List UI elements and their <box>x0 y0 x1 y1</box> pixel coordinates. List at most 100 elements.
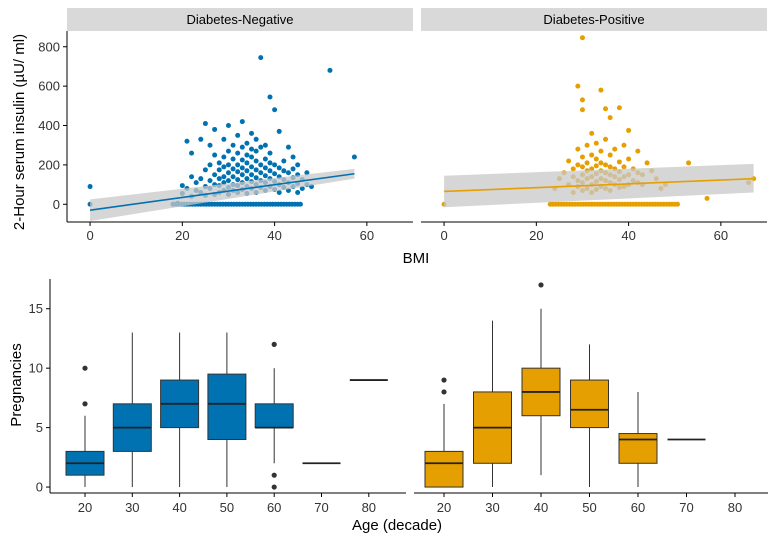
scatter-point <box>216 176 222 182</box>
scatter-point <box>225 162 231 168</box>
scatter-point <box>221 164 227 170</box>
box-iqr <box>254 403 294 429</box>
scatter-point <box>239 144 245 150</box>
top-facet-positive: Diabetes-Positive 0 20 40 60 <box>421 8 767 243</box>
scatter-point <box>299 186 305 192</box>
scatter-point <box>87 184 93 190</box>
fit-line <box>444 177 754 193</box>
top-y-axis: 0 200 400 600 800 <box>38 31 68 222</box>
scatter-point <box>584 142 590 148</box>
scatter-point <box>249 146 255 152</box>
scatter-point <box>290 154 296 160</box>
scatter-point <box>253 148 259 154</box>
scatter-point <box>272 107 278 113</box>
box-outlier <box>82 401 88 407</box>
bottom-x-tick-label: 50 <box>220 500 234 515</box>
scatter-point <box>249 154 255 160</box>
scatter-point <box>675 201 681 207</box>
scatter-point <box>189 150 195 156</box>
scatter-point <box>198 136 204 142</box>
scatter-point <box>598 148 604 154</box>
scatter-point <box>230 156 236 162</box>
scatter-point <box>249 164 255 170</box>
scatter-point <box>593 163 599 169</box>
box-outlier <box>271 472 277 478</box>
scatter-point <box>272 171 278 177</box>
scatter-point <box>239 119 245 125</box>
scatter-point <box>589 130 595 136</box>
bottom-y-tick-label: 5 <box>36 420 43 435</box>
scatter-point <box>584 160 590 166</box>
bottom-x-axis-title: Age (decade) <box>352 517 442 534</box>
top-y-tick-label: 600 <box>38 79 60 94</box>
scatter-point <box>202 167 208 173</box>
scatter-point <box>230 142 236 148</box>
scatter-point <box>351 154 357 160</box>
top-x-tick-label: 40 <box>621 228 635 243</box>
scatter-point <box>258 55 264 61</box>
scatter-point <box>304 170 310 176</box>
top-x-tick-label: 20 <box>529 228 543 243</box>
scatter-point <box>230 166 236 172</box>
bottom-x-tick-label: 40 <box>172 500 186 515</box>
top-y-axis-title: 2-Hour serum insulin (µU/ ml) <box>11 34 28 230</box>
scatter-point <box>570 166 576 172</box>
scatter-point <box>593 156 599 162</box>
bottom-x-tick-label: 60 <box>631 500 645 515</box>
box-iqr <box>618 433 658 464</box>
top-y-tick-label: 400 <box>38 118 60 133</box>
scatter-point <box>207 162 213 168</box>
box-outlier <box>82 365 88 371</box>
scatter-point <box>295 162 301 168</box>
scatter-point <box>579 97 585 103</box>
scatter-point <box>244 140 250 146</box>
scatter-point <box>598 87 604 93</box>
bottom-x-tick-label: 20 <box>78 500 92 515</box>
bottom-y-tick-label: 10 <box>29 361 43 376</box>
bottom-x-tick-label: 20 <box>437 500 451 515</box>
box-iqr <box>207 373 247 440</box>
scatter-point <box>575 162 581 168</box>
scatter-point <box>253 136 259 142</box>
scatter-point <box>616 105 622 111</box>
bottom-x-tick-label: 30 <box>485 500 499 515</box>
scatter-point <box>635 148 641 154</box>
bottom-y-axis-title: Pregnancies <box>8 343 25 426</box>
scatter-point <box>598 160 604 166</box>
scatter-point <box>258 144 264 150</box>
scatter-point <box>616 159 622 165</box>
top-x-tick-label: 0 <box>86 228 93 243</box>
strip-negative <box>67 8 413 31</box>
scatter-point <box>297 201 303 207</box>
scatter-point <box>262 173 268 179</box>
top-x-axis-title: BMI <box>403 250 430 267</box>
scatter-point <box>607 115 613 121</box>
bottom-x-tick-label: 50 <box>582 500 596 515</box>
scatter-point <box>212 152 218 158</box>
scatter-point <box>221 136 227 142</box>
scatter-point <box>686 160 692 166</box>
scatter-point <box>579 154 585 160</box>
scatter-point <box>607 164 613 170</box>
scatter-point <box>235 162 241 168</box>
scatter-point <box>207 142 213 148</box>
scatter-point <box>644 160 650 166</box>
bottom-negative-panel: 20 30 40 50 60 70 80 <box>50 332 406 515</box>
bottom-y-tick-label: 15 <box>29 301 43 316</box>
scatter-point <box>603 106 609 112</box>
top-x-tick-label: 20 <box>175 228 189 243</box>
scatter-point <box>258 162 264 168</box>
scatter-point <box>575 146 581 152</box>
scatter-point <box>267 168 273 174</box>
scatter-point <box>566 158 572 164</box>
scatter-point <box>244 160 250 166</box>
bottom-positive-panel: 20 30 40 50 60 70 80 <box>414 282 768 515</box>
strip-positive-label: Diabetes-Positive <box>543 12 644 27</box>
scatter-point <box>253 175 259 181</box>
fit-line <box>89 172 355 211</box>
scatter-point <box>202 121 208 127</box>
scatter-point <box>225 170 231 176</box>
top-x-tick-label: 0 <box>440 228 447 243</box>
bottom-x-tick-label: 40 <box>534 500 548 515</box>
